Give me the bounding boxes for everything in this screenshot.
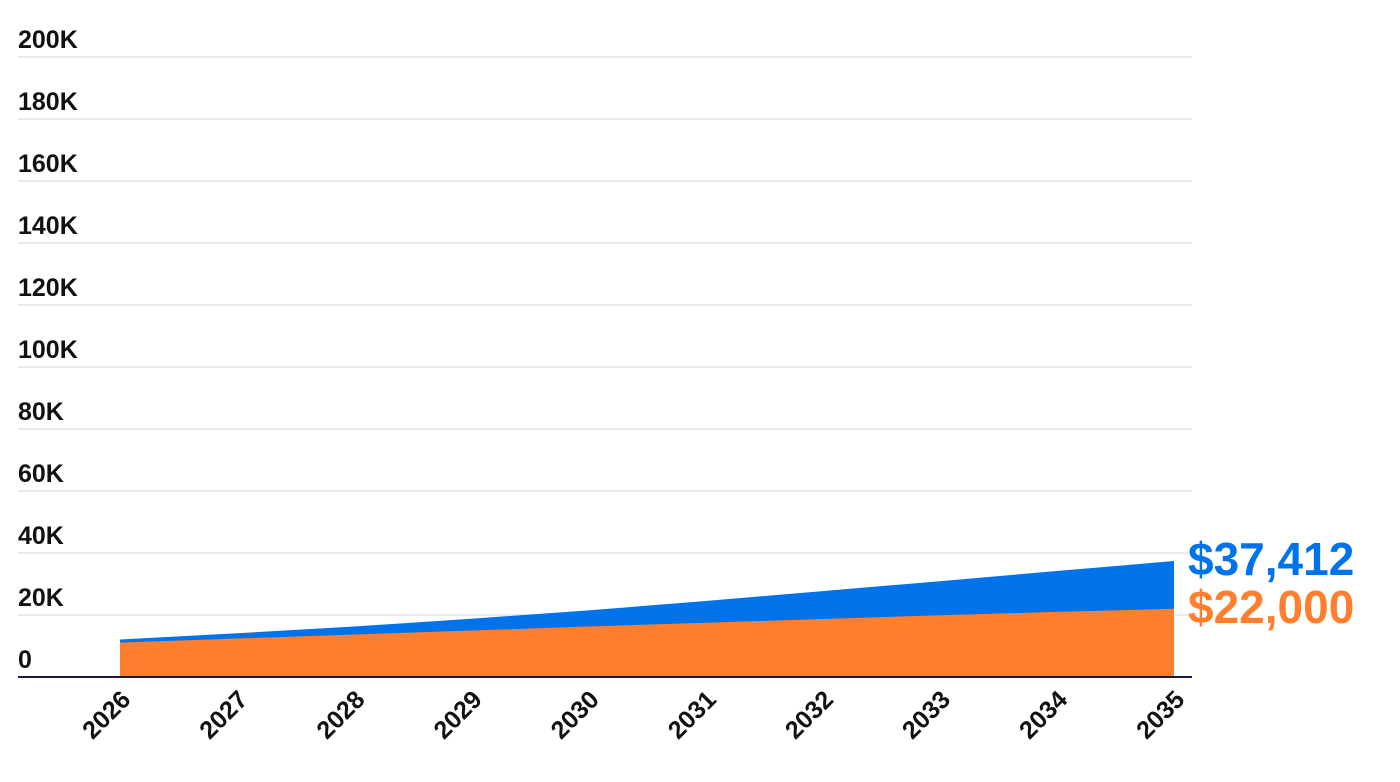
area-series [120, 561, 1174, 677]
y-tick-label: 200K [18, 26, 78, 54]
x-axis-tick-labels: 2026 2027 2028 2029 2030 2031 2032 2033 2034 2035 [77, 685, 1190, 744]
x-tick-label: 2030 [546, 685, 605, 744]
y-tick-label: 0 [18, 646, 32, 674]
y-axis-tick-labels: 0 20K 40K 60K 80K 100K 120K 140K 160K 180K 200K [18, 26, 78, 674]
x-tick-label: 2033 [897, 685, 956, 744]
area-series-2 [120, 608, 1174, 677]
y-tick-label: 60K [18, 460, 64, 488]
y-tick-label: 160K [18, 150, 78, 178]
grid-lines [18, 56, 1192, 616]
y-tick-label: 20K [18, 584, 64, 612]
y-tick-label: 120K [18, 274, 78, 302]
x-tick-label: 2027 [194, 685, 253, 744]
x-tick-label: 2029 [428, 685, 487, 744]
y-tick-label: 100K [18, 336, 78, 364]
y-tick-label: 40K [18, 522, 64, 550]
x-tick-label: 2035 [1131, 685, 1190, 744]
x-tick-label: 2034 [1014, 685, 1073, 744]
series-end-labels: $37,412$22,000 [1188, 533, 1354, 633]
x-tick-label: 2026 [77, 685, 136, 744]
x-tick-label: 2028 [311, 685, 370, 744]
y-tick-label: 180K [18, 88, 78, 116]
x-tick-label: 2032 [780, 685, 839, 744]
series-end-label: $37,412 [1188, 533, 1354, 585]
series-end-label: $22,000 [1188, 581, 1354, 633]
y-tick-label: 80K [18, 398, 64, 426]
x-tick-label: 2031 [663, 685, 722, 744]
y-tick-label: 140K [18, 212, 78, 240]
